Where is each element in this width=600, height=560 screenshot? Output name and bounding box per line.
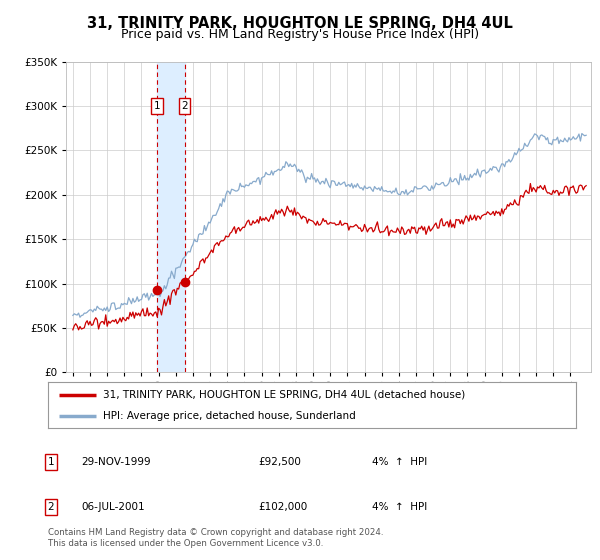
Text: 06-JUL-2001: 06-JUL-2001 — [81, 502, 145, 512]
Text: 1: 1 — [47, 457, 55, 467]
Bar — [157, 62, 185, 372]
Text: 4%  ↑  HPI: 4% ↑ HPI — [372, 457, 427, 467]
Text: 31, TRINITY PARK, HOUGHTON LE SPRING, DH4 4UL: 31, TRINITY PARK, HOUGHTON LE SPRING, DH… — [87, 16, 513, 31]
Text: 29-NOV-1999: 29-NOV-1999 — [81, 457, 151, 467]
Text: 2: 2 — [181, 101, 188, 111]
Text: HPI: Average price, detached house, Sunderland: HPI: Average price, detached house, Sund… — [103, 411, 356, 421]
Text: Price paid vs. HM Land Registry's House Price Index (HPI): Price paid vs. HM Land Registry's House … — [121, 28, 479, 41]
Text: 1: 1 — [154, 101, 160, 111]
Text: 2: 2 — [47, 502, 55, 512]
Text: £92,500: £92,500 — [258, 457, 301, 467]
Text: Contains HM Land Registry data © Crown copyright and database right 2024.
This d: Contains HM Land Registry data © Crown c… — [48, 528, 383, 548]
Text: 31, TRINITY PARK, HOUGHTON LE SPRING, DH4 4UL (detached house): 31, TRINITY PARK, HOUGHTON LE SPRING, DH… — [103, 390, 466, 400]
Text: £102,000: £102,000 — [258, 502, 307, 512]
Text: 4%  ↑  HPI: 4% ↑ HPI — [372, 502, 427, 512]
